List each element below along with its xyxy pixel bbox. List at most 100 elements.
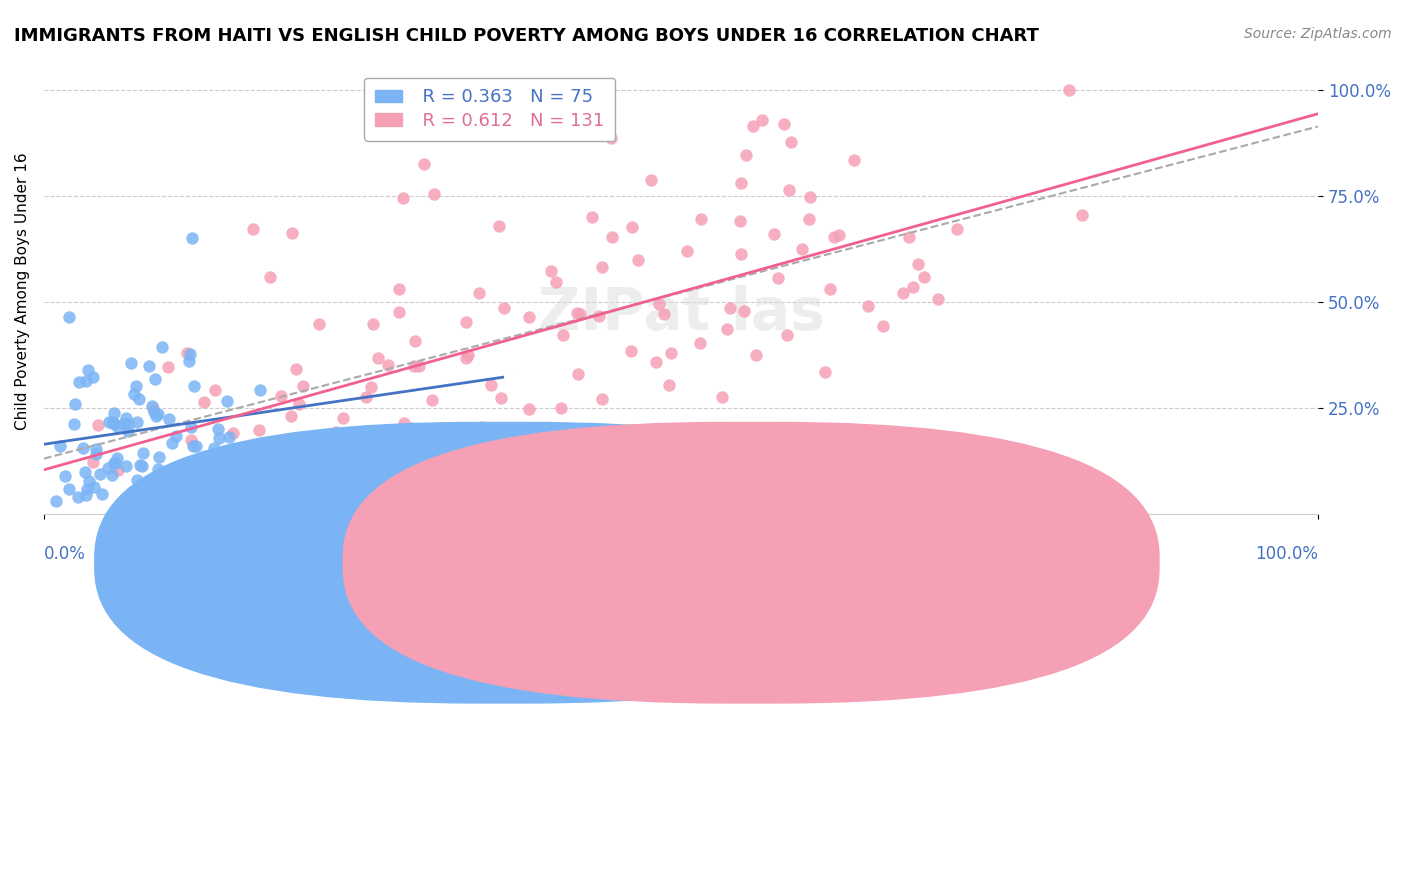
Point xyxy=(208,472,231,486)
Point xyxy=(498,421,520,435)
Point xyxy=(180,420,202,434)
Point xyxy=(627,253,650,268)
Point xyxy=(591,260,613,274)
Point xyxy=(489,391,512,405)
Point xyxy=(67,491,90,505)
Point xyxy=(367,351,389,366)
Y-axis label: Child Poverty Among Boys Under 16: Child Poverty Among Boys Under 16 xyxy=(15,153,30,430)
Point xyxy=(193,395,215,409)
Point xyxy=(778,183,800,197)
Point xyxy=(271,433,294,447)
Point xyxy=(204,384,226,398)
Point xyxy=(872,318,894,333)
Point xyxy=(517,310,540,324)
Point xyxy=(776,328,799,343)
Point xyxy=(479,378,502,392)
Point xyxy=(762,227,785,242)
Point xyxy=(907,257,929,271)
Point xyxy=(856,299,879,313)
Point xyxy=(730,246,752,260)
Point xyxy=(912,269,935,284)
Point xyxy=(105,451,128,466)
Point xyxy=(689,336,711,351)
Point xyxy=(946,222,969,236)
Point xyxy=(553,327,575,342)
Point xyxy=(138,359,160,373)
Point xyxy=(141,399,163,413)
Point xyxy=(648,297,671,311)
Point xyxy=(63,396,86,410)
Point xyxy=(183,379,205,393)
Point xyxy=(207,422,229,436)
Point xyxy=(191,496,214,510)
Point xyxy=(249,423,271,437)
Point xyxy=(304,442,326,457)
Point xyxy=(82,455,104,469)
Point xyxy=(404,334,426,349)
Point xyxy=(62,417,84,432)
Point xyxy=(86,417,108,432)
Point xyxy=(271,481,294,495)
Point xyxy=(456,315,478,329)
Point xyxy=(492,301,515,315)
Point xyxy=(127,473,149,487)
Point xyxy=(581,211,603,225)
Point xyxy=(146,462,169,476)
Point xyxy=(588,310,610,324)
Point xyxy=(114,458,136,473)
Point xyxy=(828,228,851,243)
Point xyxy=(361,318,384,332)
Point xyxy=(591,392,613,406)
Point xyxy=(148,450,170,464)
Point xyxy=(103,417,125,431)
Point xyxy=(640,173,662,187)
Point xyxy=(75,488,97,502)
Point xyxy=(143,405,166,419)
Point xyxy=(107,419,129,434)
Point xyxy=(120,356,142,370)
Point xyxy=(544,275,567,289)
Point xyxy=(413,450,436,465)
Point xyxy=(927,293,949,307)
Point xyxy=(356,390,378,404)
Point xyxy=(336,466,359,480)
Point xyxy=(799,212,821,227)
Point xyxy=(361,448,384,462)
Point xyxy=(898,229,921,244)
Point xyxy=(332,471,354,485)
Point xyxy=(620,343,643,358)
Text: IMMIGRANTS FROM HAITI VS ENGLISH CHILD POVERTY AMONG BOYS UNDER 16 CORRELATION C: IMMIGRANTS FROM HAITI VS ENGLISH CHILD P… xyxy=(14,27,1039,45)
Point xyxy=(176,345,198,359)
Point xyxy=(53,469,76,483)
Point xyxy=(553,431,575,445)
Point xyxy=(332,410,354,425)
Point xyxy=(814,365,837,379)
Point xyxy=(157,412,180,426)
Point xyxy=(437,436,460,450)
Point xyxy=(302,466,325,480)
Point xyxy=(291,378,314,392)
Point xyxy=(399,421,422,435)
Point xyxy=(658,378,681,392)
Point xyxy=(354,438,377,452)
Point xyxy=(891,286,914,301)
Point xyxy=(512,436,534,450)
Point xyxy=(222,425,245,440)
Point xyxy=(89,467,111,481)
Point xyxy=(690,211,713,226)
Point xyxy=(128,392,150,406)
Text: English: English xyxy=(742,558,797,574)
Point xyxy=(117,417,139,431)
Point xyxy=(710,390,733,404)
Point xyxy=(242,222,264,236)
Point xyxy=(48,439,70,453)
Point xyxy=(285,362,308,376)
Point xyxy=(766,271,789,285)
Point xyxy=(132,446,155,460)
Point xyxy=(202,441,225,455)
Point xyxy=(408,359,430,374)
Point xyxy=(675,244,697,259)
Point xyxy=(45,494,67,508)
Point xyxy=(325,425,347,440)
Text: Immigrants from Haiti: Immigrants from Haiti xyxy=(508,558,676,574)
